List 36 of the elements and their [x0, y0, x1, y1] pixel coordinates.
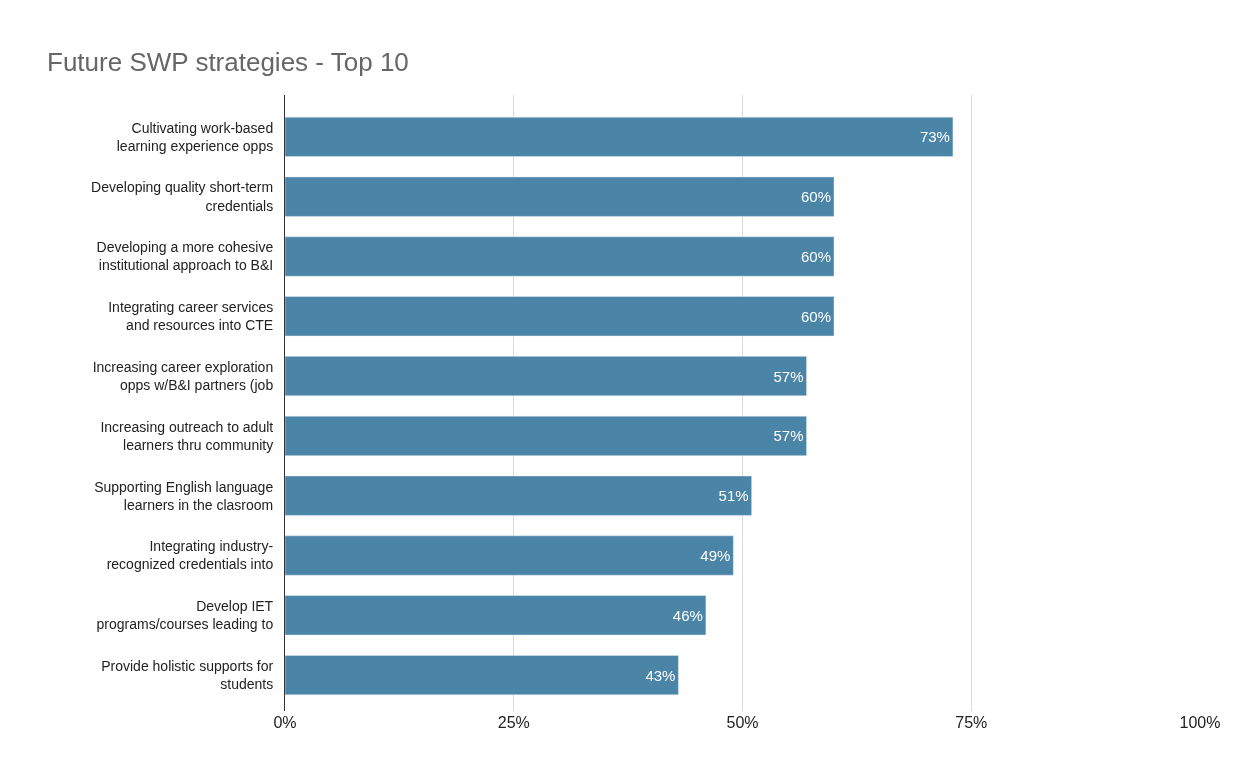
x-tick-label: 0% — [273, 714, 297, 731]
data-label: 49% — [700, 547, 731, 565]
y-tick-label: Increasing outreach to adult learners thru community — [100, 418, 274, 453]
x-tick-label: 25% — [497, 714, 530, 731]
bar — [285, 475, 752, 516]
bar — [285, 595, 707, 636]
bar — [285, 296, 835, 337]
bar — [285, 116, 954, 157]
bar — [285, 176, 835, 217]
bar — [285, 236, 835, 277]
y-tick-label: Integrating industry- recognized credentials into — [106, 538, 274, 573]
data-label: 60% — [800, 188, 831, 206]
y-tick-label: Increasing career exploration opps w/B&I partners (job — [92, 358, 274, 394]
data-label: 60% — [800, 247, 831, 265]
x-tick-label: 50% — [726, 714, 759, 731]
data-label: 57% — [773, 367, 804, 385]
bar — [285, 655, 679, 696]
data-label: 46% — [672, 606, 703, 624]
y-tick-label: Developing quality short-term credentials — [91, 179, 274, 214]
y-tick-label: Develop IET programs/courses leading to — [96, 598, 274, 633]
data-label: 57% — [773, 427, 804, 445]
y-tick-label: Integrating career services and resources into CTE — [108, 299, 274, 334]
x-tick-label: 75% — [955, 714, 988, 731]
data-label: 43% — [645, 666, 676, 684]
bar — [285, 535, 734, 576]
data-label: 60% — [800, 307, 831, 325]
bar — [285, 415, 807, 456]
x-tick-label: 100% — [1179, 714, 1221, 731]
y-tick-label: Supporting English language learners in the clasroom — [94, 478, 274, 513]
y-tick-label: Developing a more cohesive institutional approach to B&I — [96, 239, 274, 274]
data-label: 51% — [718, 487, 749, 505]
y-tick-label: Cultivating work-based learning experience opps — [116, 119, 274, 154]
y-tick-label: Provide holistic supports for students — [101, 657, 274, 693]
chart-title: Future SWP strategies - Top 10 — [47, 47, 409, 78]
data-label: 73% — [919, 128, 950, 146]
bar — [285, 356, 807, 397]
